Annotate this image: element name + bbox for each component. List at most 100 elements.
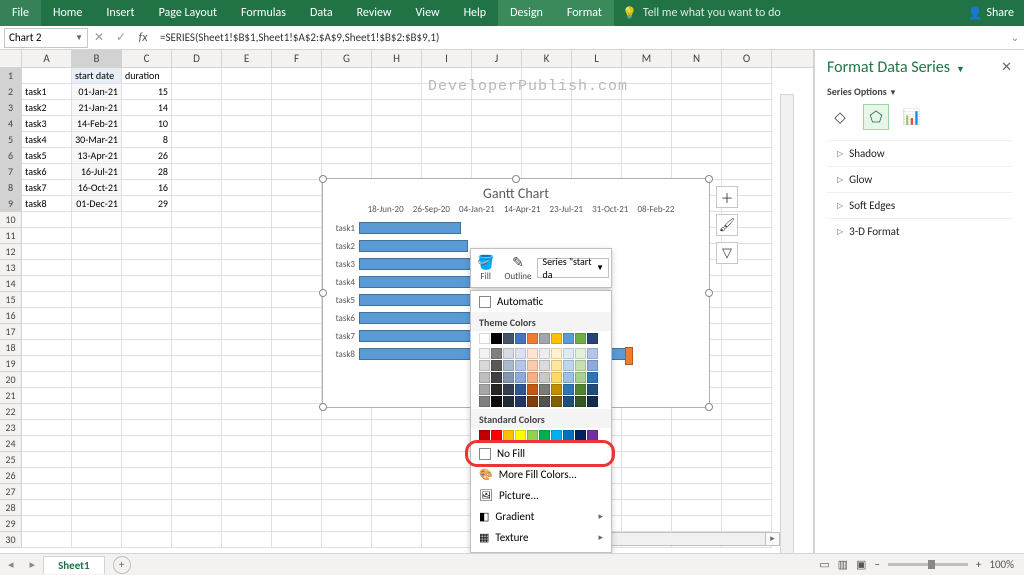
effects-icon[interactable]: ⬠ [863,104,889,130]
col-L[interactable]: L [572,50,622,67]
cell[interactable] [122,356,172,372]
cell[interactable] [122,212,172,228]
color-swatch[interactable] [539,333,550,344]
cell[interactable] [22,228,72,244]
cell[interactable] [622,436,672,452]
more-fill-colors[interactable]: 🎨 More Fill Colors... [471,464,611,485]
chart-filter-button[interactable]: ▽ [716,242,738,264]
color-swatch[interactable] [587,384,598,395]
cell[interactable] [722,500,772,516]
cell[interactable]: 14 [122,100,172,116]
tab-nav-prev[interactable]: ◂ [0,558,22,571]
cell[interactable] [422,132,472,148]
cell[interactable] [172,340,222,356]
cell[interactable]: 16-Jul-21 [72,164,122,180]
cell[interactable] [672,116,722,132]
cell[interactable] [672,516,722,532]
color-swatch[interactable] [575,348,586,359]
cell[interactable]: 28 [122,164,172,180]
cell[interactable] [172,292,222,308]
cell[interactable] [72,500,122,516]
zoom-level[interactable]: 100% [989,558,1014,571]
tab-view[interactable]: View [404,0,452,26]
select-all-corner[interactable] [0,50,22,67]
row-header[interactable]: 25 [0,452,22,468]
color-swatch[interactable] [587,372,598,383]
cell[interactable] [372,84,422,100]
cell[interactable] [222,436,272,452]
color-swatch[interactable] [563,396,574,407]
cell[interactable] [172,276,222,292]
tab-help[interactable]: Help [452,0,499,26]
resize-handle[interactable] [512,175,520,183]
cell[interactable] [72,452,122,468]
row-header[interactable]: 3 [0,100,22,116]
chevron-down-icon[interactable]: ▼ [75,33,83,43]
cell[interactable] [672,484,722,500]
cell[interactable] [272,420,322,436]
cell[interactable] [22,356,72,372]
cell[interactable] [272,260,322,276]
cell[interactable] [672,132,722,148]
color-swatch[interactable] [587,396,598,407]
cell[interactable] [722,324,772,340]
cell[interactable] [22,452,72,468]
cell[interactable]: 13-Apr-21 [72,148,122,164]
cell[interactable] [672,84,722,100]
col-A[interactable]: A [22,50,72,67]
cell[interactable] [422,436,472,452]
cell[interactable] [122,468,172,484]
color-swatch[interactable] [551,360,562,371]
cell[interactable] [22,468,72,484]
cell[interactable] [122,452,172,468]
cell[interactable] [622,452,672,468]
cell[interactable] [272,452,322,468]
color-swatch[interactable] [575,333,586,344]
zoom-in-icon[interactable]: + [976,558,981,571]
cell[interactable] [22,484,72,500]
cell[interactable] [672,100,722,116]
cell[interactable] [522,132,572,148]
glow-section[interactable]: ▷Glow [827,166,1012,192]
color-swatch[interactable] [551,430,562,441]
series-options-icon[interactable]: 📊 [899,104,925,130]
row-header[interactable]: 16 [0,308,22,324]
sheet-tab[interactable]: Sheet1 [43,556,105,574]
cell[interactable] [222,212,272,228]
cell[interactable] [222,260,272,276]
cell[interactable] [372,420,422,436]
row-header[interactable]: 27 [0,484,22,500]
view-page-layout-icon[interactable]: ▥ [838,558,848,571]
color-swatch[interactable] [539,348,550,359]
color-swatch[interactable] [527,372,538,383]
color-swatch[interactable] [551,348,562,359]
cell[interactable] [372,436,422,452]
tab-format[interactable]: Format [555,0,614,26]
col-M[interactable]: M [622,50,672,67]
color-swatch[interactable] [491,333,502,344]
cell[interactable] [272,244,322,260]
cell[interactable] [322,420,372,436]
cell[interactable]: 14-Feb-21 [72,116,122,132]
color-swatch[interactable] [563,430,574,441]
color-swatch[interactable] [503,384,514,395]
cell[interactable] [322,500,372,516]
cell[interactable] [372,452,422,468]
accept-formula-icon[interactable]: ✓ [110,30,132,45]
cell[interactable]: task5 [22,148,72,164]
color-swatch[interactable] [503,396,514,407]
chart-bar[interactable] [359,240,468,252]
col-O[interactable]: O [722,50,772,67]
cell[interactable] [272,372,322,388]
row-header[interactable]: 12 [0,244,22,260]
cell[interactable] [622,420,672,436]
cell[interactable] [222,164,272,180]
cell[interactable] [372,68,422,84]
resize-handle[interactable] [319,403,327,411]
color-swatch[interactable] [515,384,526,395]
cell[interactable] [72,292,122,308]
cell[interactable] [72,532,122,548]
cell[interactable] [72,340,122,356]
shadow-section[interactable]: ▷Shadow [827,140,1012,166]
cell[interactable] [322,484,372,500]
